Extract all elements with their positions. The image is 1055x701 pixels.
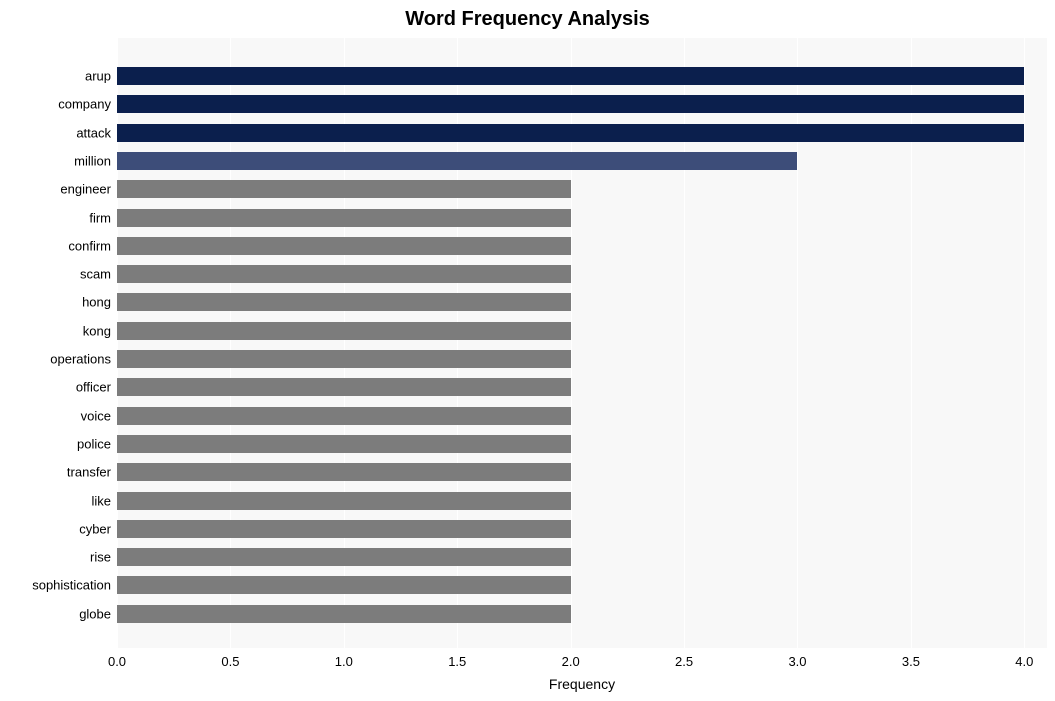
- y-tick-label: voice: [81, 408, 117, 423]
- x-tick-label: 0.0: [108, 648, 126, 669]
- gridline: [1024, 38, 1025, 648]
- y-tick-label: attack: [76, 125, 117, 140]
- bar-police: [117, 435, 571, 453]
- x-tick-label: 1.0: [335, 648, 353, 669]
- bar-sophistication: [117, 576, 571, 594]
- x-tick-label: 2.0: [562, 648, 580, 669]
- plot-area: Frequency 0.00.51.01.52.02.53.03.54.0aru…: [117, 38, 1047, 648]
- chart-title: Word Frequency Analysis: [0, 8, 1055, 31]
- y-tick-label: operations: [50, 352, 117, 367]
- bar-attack: [117, 124, 1024, 142]
- bar-transfer: [117, 463, 571, 481]
- bar-voice: [117, 407, 571, 425]
- y-tick-label: cyber: [79, 521, 117, 536]
- x-axis-label: Frequency: [549, 648, 615, 692]
- y-tick-label: company: [58, 97, 117, 112]
- bar-confirm: [117, 237, 571, 255]
- y-tick-label: police: [77, 436, 117, 451]
- x-tick-label: 0.5: [221, 648, 239, 669]
- y-tick-label: transfer: [67, 465, 117, 480]
- bar-officer: [117, 378, 571, 396]
- y-tick-label: arup: [85, 69, 117, 84]
- bar-company: [117, 95, 1024, 113]
- y-tick-label: globe: [79, 606, 117, 621]
- bar-arup: [117, 67, 1024, 85]
- bar-cyber: [117, 520, 571, 538]
- y-tick-label: kong: [83, 323, 117, 338]
- bar-kong: [117, 322, 571, 340]
- x-tick-label: 2.5: [675, 648, 693, 669]
- bar-million: [117, 152, 797, 170]
- y-tick-label: like: [91, 493, 117, 508]
- bar-operations: [117, 350, 571, 368]
- y-tick-label: rise: [90, 550, 117, 565]
- bar-engineer: [117, 180, 571, 198]
- bar-scam: [117, 265, 571, 283]
- y-tick-label: officer: [76, 380, 117, 395]
- word-frequency-chart: Word Frequency Analysis Frequency 0.00.5…: [0, 0, 1055, 701]
- y-tick-label: firm: [89, 210, 117, 225]
- y-tick-label: confirm: [68, 238, 117, 253]
- x-tick-label: 4.0: [1015, 648, 1033, 669]
- y-tick-label: engineer: [60, 182, 117, 197]
- x-tick-label: 3.0: [788, 648, 806, 669]
- y-tick-label: scam: [80, 267, 117, 282]
- bar-like: [117, 492, 571, 510]
- bar-globe: [117, 605, 571, 623]
- x-tick-label: 3.5: [902, 648, 920, 669]
- y-tick-label: million: [74, 153, 117, 168]
- bar-hong: [117, 293, 571, 311]
- y-tick-label: hong: [82, 295, 117, 310]
- bar-rise: [117, 548, 571, 566]
- y-tick-label: sophistication: [32, 578, 117, 593]
- bar-firm: [117, 209, 571, 227]
- x-tick-label: 1.5: [448, 648, 466, 669]
